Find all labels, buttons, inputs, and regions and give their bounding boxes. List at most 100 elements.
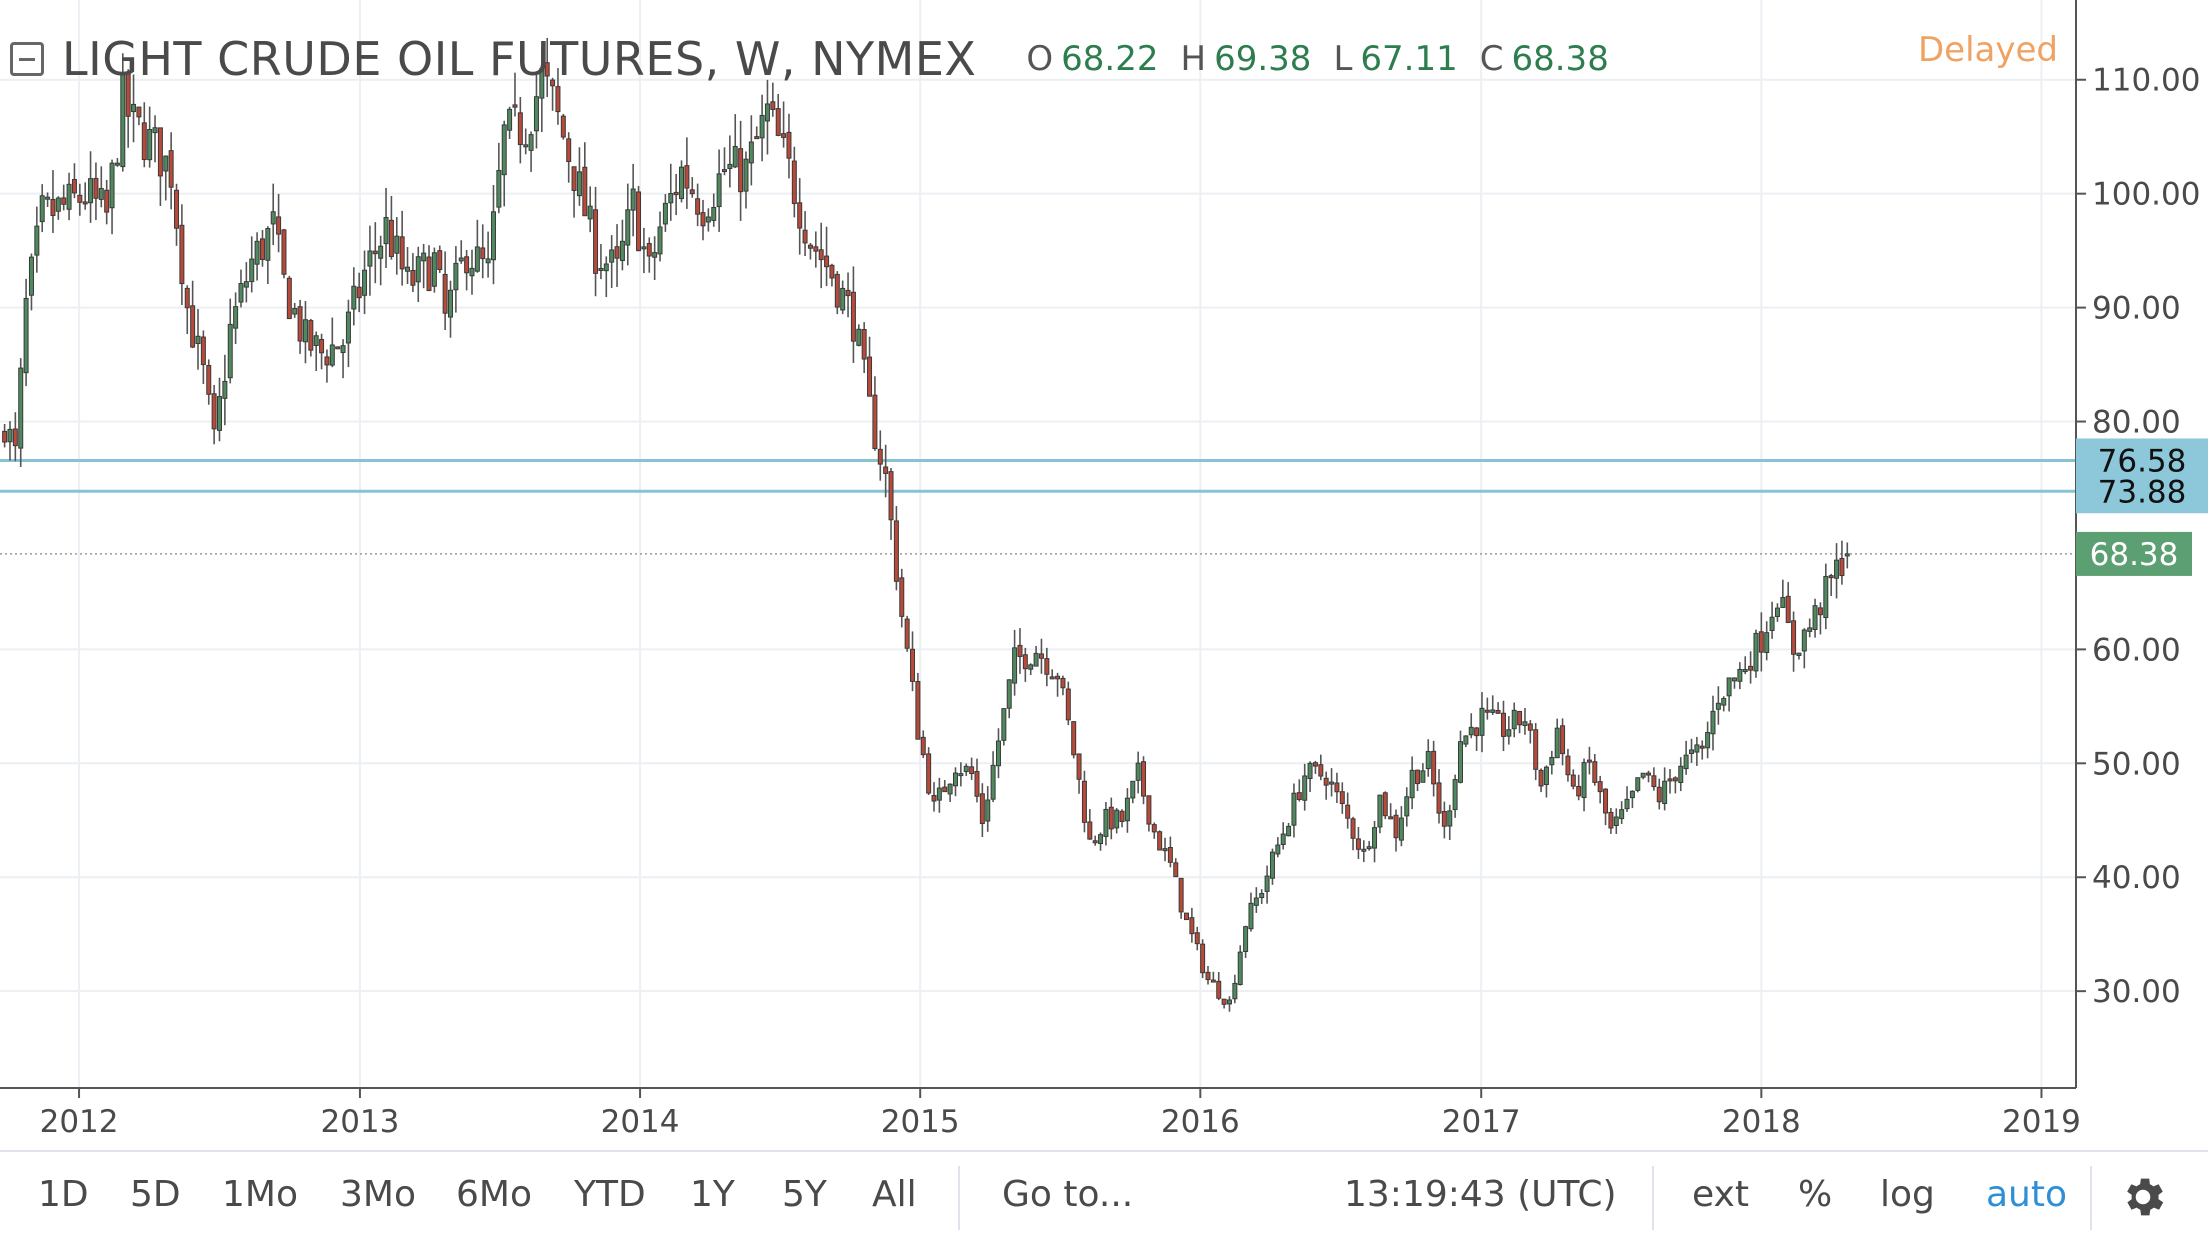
candle-body — [431, 252, 437, 287]
candle-body — [1785, 595, 1791, 624]
x-tick-label: 2017 — [1442, 1104, 1521, 1140]
candle-body — [899, 577, 905, 617]
candle-body — [1291, 792, 1297, 826]
candle-body — [684, 165, 690, 189]
range-1y-button[interactable]: 1Y — [690, 1174, 735, 1215]
log-toggle[interactable]: log — [1880, 1174, 1935, 1215]
weekly-candle — [1098, 832, 1104, 851]
candle-body — [711, 206, 717, 221]
candle-body — [1640, 772, 1646, 778]
weekly-candle — [1312, 760, 1318, 774]
candle-body — [544, 62, 550, 77]
candle-body — [888, 471, 894, 521]
weekly-candle — [485, 231, 491, 278]
candle-body — [319, 338, 325, 354]
candle-body — [1264, 875, 1270, 892]
weekly-candle — [7, 421, 13, 461]
candle-body — [1431, 750, 1437, 785]
candle-body — [1726, 677, 1732, 697]
range-5d-button[interactable]: 5D — [130, 1174, 181, 1215]
candle-body — [1103, 808, 1109, 837]
candle-body — [1517, 710, 1523, 726]
candle-body — [507, 108, 513, 131]
candle-body — [915, 681, 921, 740]
candle-body — [625, 209, 631, 246]
candle-body — [281, 229, 287, 275]
candle-body — [695, 198, 701, 215]
weekly-candle — [743, 151, 749, 209]
candle-body — [399, 236, 405, 270]
candle-body — [603, 263, 609, 272]
range-1d-button[interactable]: 1D — [38, 1174, 89, 1215]
candle-body — [1839, 557, 1845, 577]
candle-body — [378, 245, 384, 259]
weekly-candle — [748, 115, 754, 186]
weekly-candle — [673, 173, 679, 216]
candle-body — [152, 127, 158, 134]
candle-body — [66, 183, 72, 210]
go-to-button[interactable]: Go to... — [1002, 1174, 1134, 1215]
weekly-candle — [45, 192, 51, 207]
y-tick-label: 30.00 — [2092, 974, 2181, 1010]
candle-body — [754, 136, 760, 140]
candle-body — [120, 74, 126, 168]
weekly-candle — [222, 354, 228, 426]
weekly-candle — [1823, 563, 1829, 630]
weekly-candle — [1769, 601, 1775, 639]
range-3mo-button[interactable]: 3Mo — [340, 1174, 416, 1215]
candle-body — [109, 162, 115, 209]
collapse-icon[interactable] — [10, 42, 44, 76]
candle-body — [1173, 862, 1179, 878]
weekly-candle — [1361, 840, 1367, 863]
candle-body — [474, 246, 480, 272]
candle-body — [270, 211, 276, 225]
clock-display[interactable]: 13:19:43 (UTC) — [1344, 1174, 1617, 1215]
candle-body — [952, 772, 958, 787]
weekly-candle — [1662, 767, 1668, 811]
range-6mo-button[interactable]: 6Mo — [456, 1174, 532, 1215]
candle-body — [1012, 647, 1018, 684]
range-1mo-button[interactable]: 1Mo — [222, 1174, 298, 1215]
auto-toggle[interactable]: auto — [1986, 1174, 2068, 1215]
weekly-candle — [469, 249, 475, 295]
candle-body — [770, 101, 776, 110]
candle-body — [1076, 753, 1082, 780]
weekly-candle — [1415, 769, 1421, 792]
weekly-candle — [200, 330, 206, 385]
candle-body — [28, 256, 34, 296]
weekly-candle — [1629, 790, 1635, 809]
weekly-candle — [238, 269, 244, 308]
weekly-candle — [1731, 677, 1737, 689]
percent-toggle[interactable]: % — [1798, 1174, 1833, 1215]
price-chart[interactable]: 110.00 100.00 90.00 80.00 60.00 50.00 40.00 30.… — [0, 0, 2208, 1150]
weekly-candle — [1635, 777, 1641, 793]
ext-toggle[interactable]: ext — [1692, 1174, 1749, 1215]
candle-body — [55, 197, 61, 212]
weekly-candle — [329, 317, 335, 368]
candle-body — [114, 162, 120, 166]
weekly-candle — [942, 779, 948, 793]
candle-body — [893, 520, 899, 582]
candle-body — [598, 267, 604, 271]
candle-body — [464, 256, 470, 274]
candle-body — [163, 155, 169, 172]
weekly-candle — [990, 751, 996, 803]
weekly-candle — [636, 185, 642, 252]
weekly-candle — [571, 166, 577, 218]
gear-icon[interactable] — [2118, 1172, 2168, 1222]
candle-body — [877, 448, 883, 465]
weekly-candle — [174, 183, 180, 246]
candle-body — [700, 212, 706, 227]
weekly-candle — [114, 158, 120, 167]
weekly-candle — [1404, 787, 1410, 827]
candle-body — [1420, 770, 1426, 783]
weekly-candle — [625, 183, 631, 266]
weekly-candle — [319, 333, 325, 370]
weekly-candle — [662, 194, 668, 232]
weekly-candle — [1565, 748, 1571, 782]
weekly-candle — [1640, 772, 1646, 780]
range-ytd-button[interactable]: YTD — [574, 1174, 646, 1215]
range-all-button[interactable]: All — [872, 1174, 917, 1215]
weekly-candle — [1259, 889, 1265, 904]
range-5y-button[interactable]: 5Y — [782, 1174, 827, 1215]
